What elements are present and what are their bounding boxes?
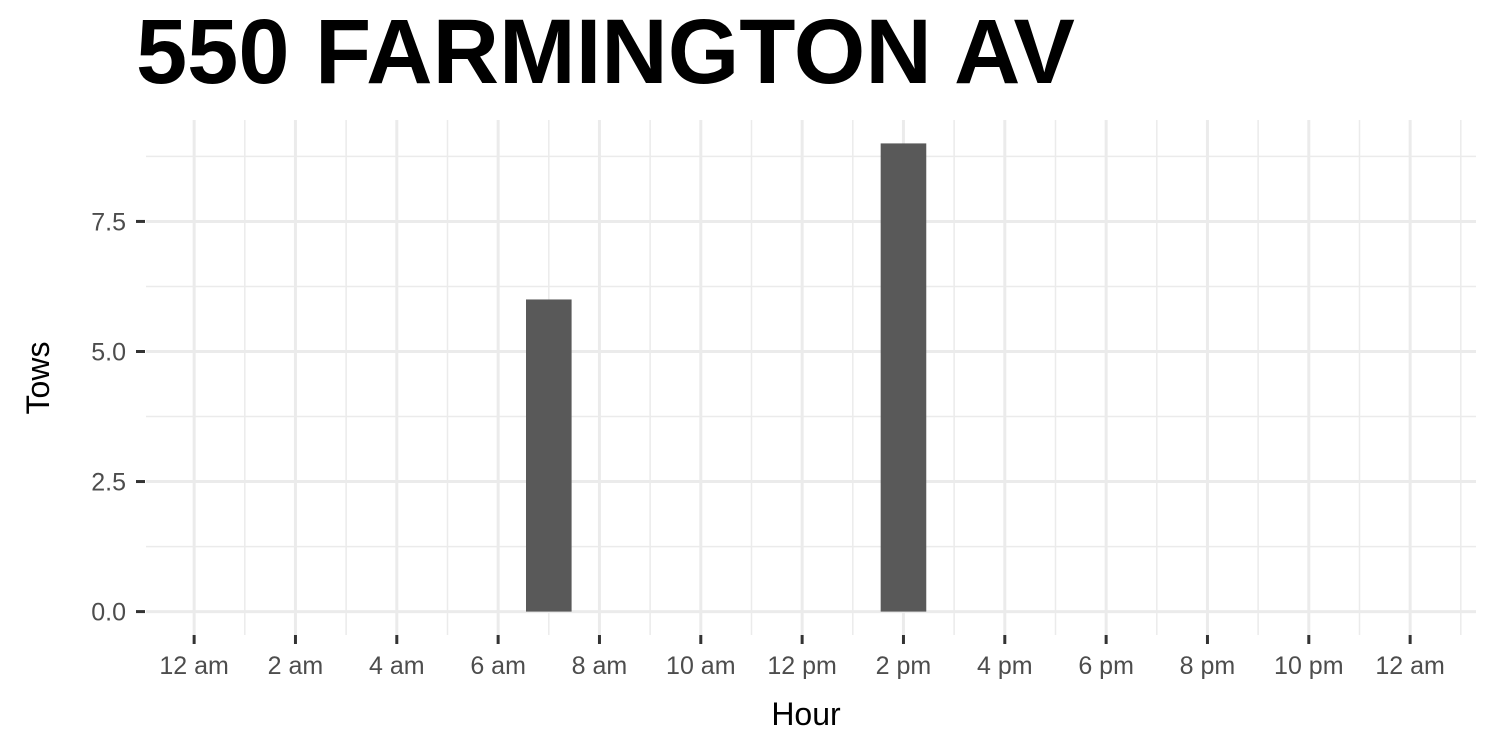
x-axis-title: Hour xyxy=(771,696,841,732)
x-tick-label: 10 pm xyxy=(1274,652,1343,680)
y-axis: 0.0 2.5 5.0 7.5 xyxy=(91,208,145,627)
x-tick-label: 8 pm xyxy=(1180,652,1236,680)
bars xyxy=(526,143,927,612)
x-tick-label: 12 pm xyxy=(767,652,836,680)
x-tick-label: 2 pm xyxy=(876,652,932,680)
x-tick-label: 4 pm xyxy=(977,652,1033,680)
y-tick-label: 2.5 xyxy=(91,469,126,497)
x-tick-label: 8 am xyxy=(572,652,628,680)
x-tick-label: 6 am xyxy=(470,652,526,680)
bar xyxy=(526,299,572,612)
major-gridlines xyxy=(146,120,1476,635)
y-axis-title: Tows xyxy=(20,342,56,415)
x-tick-label: 4 am xyxy=(369,652,425,680)
bar xyxy=(880,143,927,612)
x-tick-label: 12 am xyxy=(1375,652,1444,680)
y-tick-label: 7.5 xyxy=(91,208,126,236)
chart-title: 550 FARMINGTON AV xyxy=(136,1,1075,103)
x-tick-label: 10 am xyxy=(666,652,735,680)
y-tick-label: 5.0 xyxy=(91,338,126,366)
minor-gridlines xyxy=(146,120,1476,635)
x-axis: 12 am 2 am 4 am 6 am 8 am 10 am 12 pm 2 pm 4 pm 6… xyxy=(159,635,1445,680)
x-tick-label: 2 am xyxy=(268,652,324,680)
x-tick-label: 12 am xyxy=(159,652,228,680)
x-tick-label: 6 pm xyxy=(1078,652,1134,680)
y-tick-label: 0.0 xyxy=(91,599,126,627)
